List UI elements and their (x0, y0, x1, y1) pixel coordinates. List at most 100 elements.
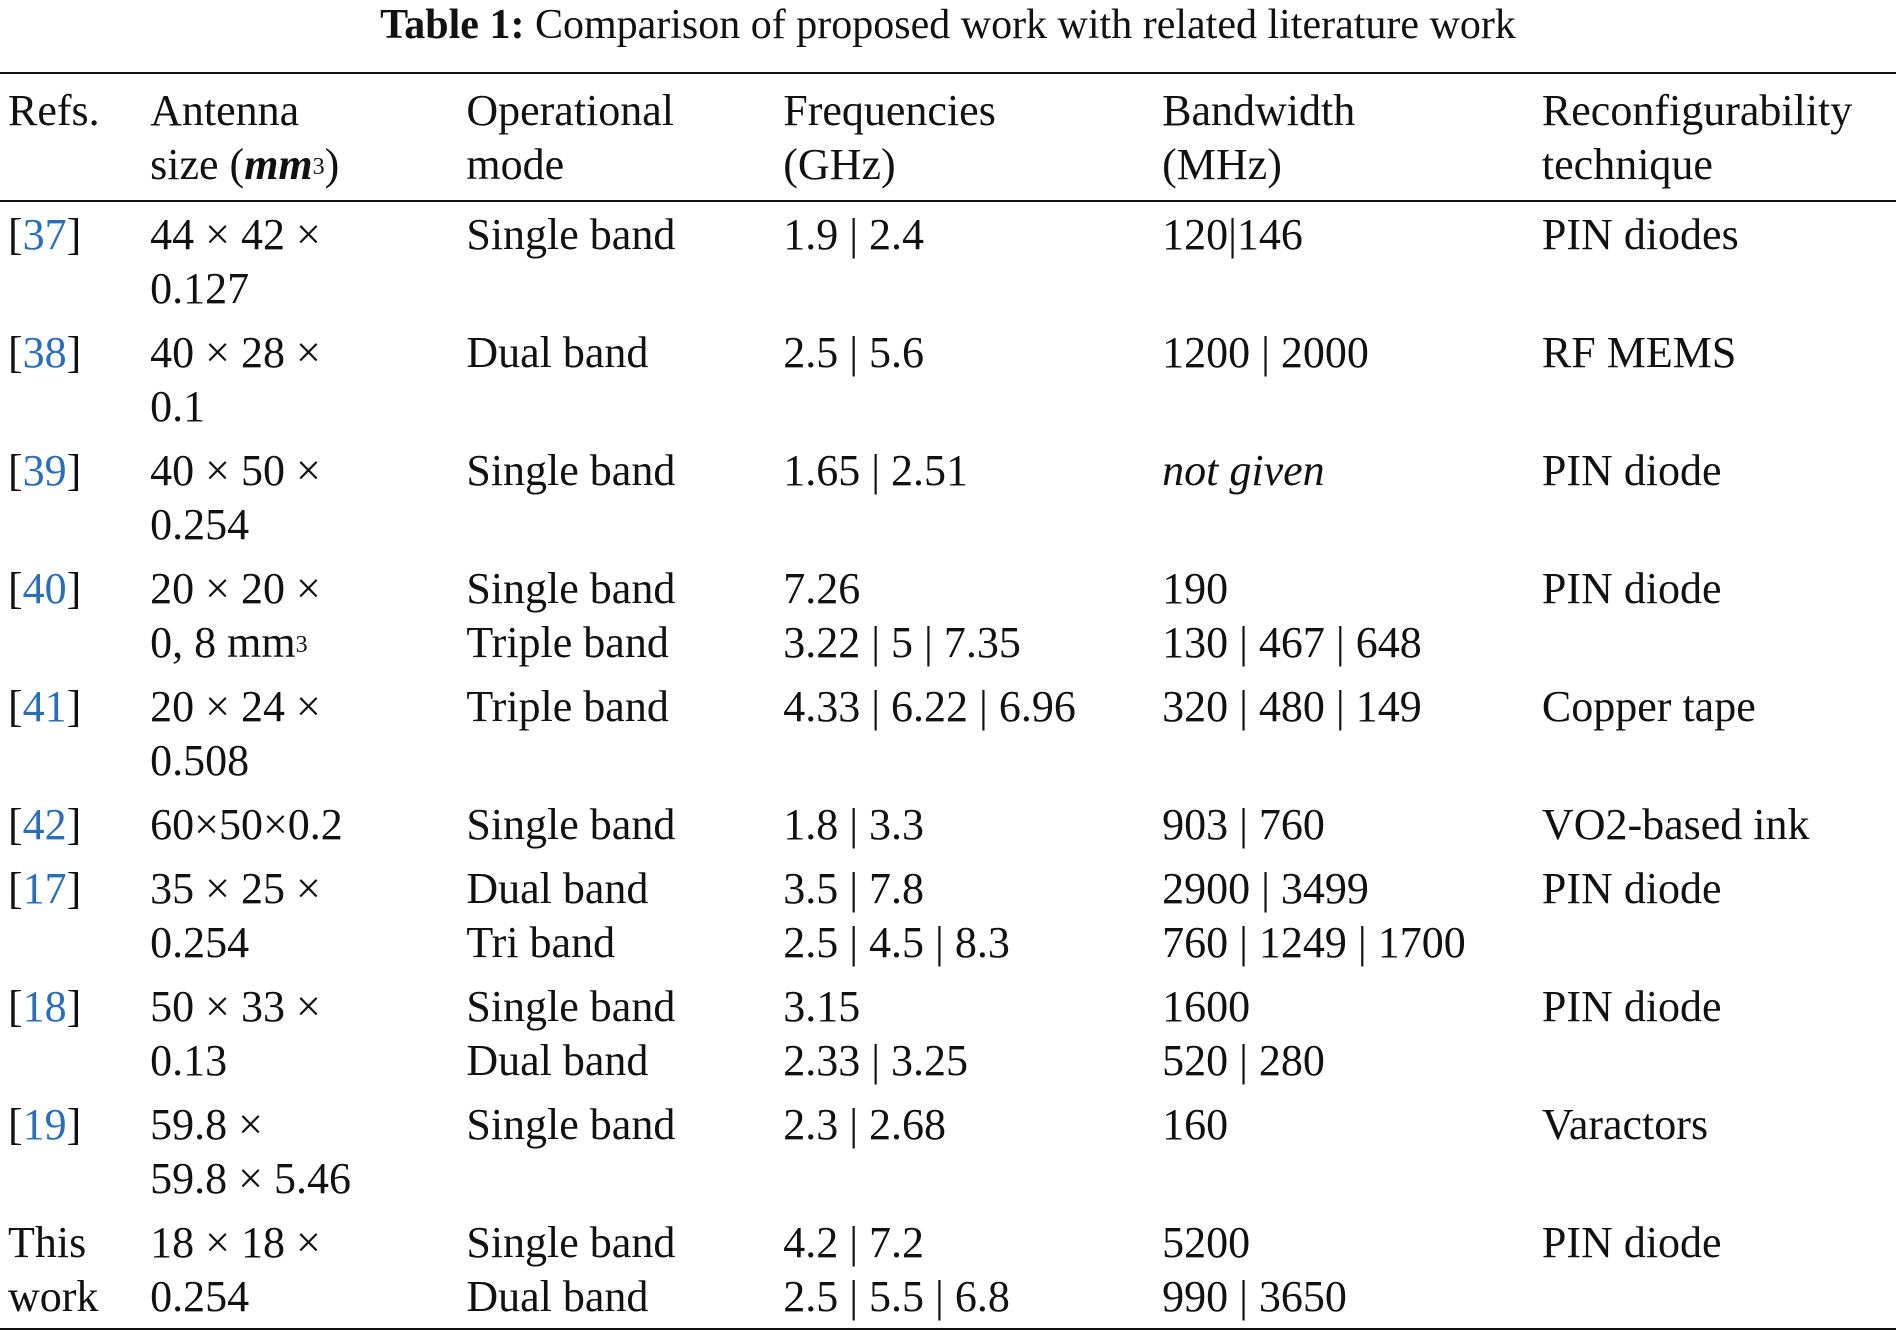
size-line: 0.127 (150, 262, 458, 316)
cell-frequencies: 1.8 | 3.3 (775, 792, 1154, 856)
cell-operational-mode: Single band (458, 1092, 775, 1210)
size-line: 20 × 20 × (150, 562, 458, 616)
cell-frequencies: 2.3 | 2.68 (775, 1092, 1154, 1210)
table-row: [42] 60×50×0.2 Single band 1.8 | 3.3 903 | 7… (0, 792, 1896, 856)
cell-reconfigurability: Copper tape (1534, 674, 1896, 792)
bandwidth-line: 1200 | 2000 (1162, 328, 1369, 377)
header-refs-text: Refs. (8, 86, 100, 135)
table-header-row: Refs. Antenna size (mm3) Operational mod… (0, 73, 1896, 201)
header-size-unit: mm (244, 140, 313, 189)
mode-line: Single band (466, 564, 676, 613)
size-text: 20 × 24 × (150, 682, 321, 731)
table-caption: Table 1: Comparison of proposed work wit… (0, 2, 1896, 48)
reference-link[interactable]: 41 (22, 682, 67, 731)
ref-citation: [18] (8, 982, 82, 1031)
size-line: 0, 8 mm3 (150, 616, 458, 670)
ref-citation: [38] (8, 328, 82, 377)
technique-text: VO2-based ink (1541, 800, 1810, 849)
cell-bandwidth: 190 130 | 467 | 648 (1154, 556, 1534, 674)
header-antenna-size: Antenna size (mm3) (142, 73, 458, 201)
ref-citation: [17] (8, 864, 82, 913)
bandwidth-line: 2900 | 3499 (1162, 864, 1369, 913)
cell-ref: [42] (0, 792, 142, 856)
bandwidth-line: 320 | 480 | 149 (1162, 682, 1422, 731)
size-text: 18 × 18 × (150, 1218, 321, 1267)
size-line: 50 × 33 × (150, 980, 458, 1034)
cell-frequencies: 1.9 | 2.4 (775, 201, 1154, 320)
cell-reconfigurability: Varactors (1534, 1092, 1896, 1210)
cell-antenna-size: 59.8 × 59.8 × 5.46 (142, 1092, 458, 1210)
size-text: 0.13 (150, 1036, 228, 1085)
size-text: 40 × 28 × (150, 328, 321, 377)
frequency-line: 3.5 | 7.8 (783, 864, 925, 913)
table-row: [40] 20 × 20 × 0, 8 mm3 Single band Triple b… (0, 556, 1896, 674)
size-text: 0.508 (150, 736, 250, 785)
frequency-line: 4.33 | 6.22 | 6.96 (783, 682, 1076, 731)
bandwidth-line: 520 | 280 (1162, 1036, 1325, 1085)
cell-ref: This work (0, 1210, 142, 1329)
size-text: 0.254 (150, 918, 250, 967)
mode-line: Single band (466, 982, 676, 1031)
cell-operational-mode: Single band (458, 438, 775, 556)
reference-link[interactable]: 18 (22, 982, 67, 1031)
table-row: [41] 20 × 24 × 0.508 Triple band 4.33 | 6.22… (0, 674, 1896, 792)
cell-frequencies: 7.26 3.22 | 5 | 7.35 (775, 556, 1154, 674)
table-row: [18] 50 × 33 × 0.13 Single band Dual band 3.1… (0, 974, 1896, 1092)
table-row: This work 18 × 18 × 0.254 Single band Dual ba… (0, 1210, 1896, 1329)
cell-reconfigurability: PIN diodes (1534, 201, 1896, 320)
mode-line: Triple band (466, 618, 669, 667)
bandwidth-line: 190 (1162, 564, 1229, 613)
size-line: 59.8 × 5.46 (150, 1152, 458, 1206)
size-line: 59.8 × (150, 1098, 458, 1152)
technique-text: Copper tape (1541, 682, 1756, 731)
size-line: 18 × 18 × (150, 1216, 458, 1270)
table-caption-label: Table 1: (380, 2, 525, 48)
bandwidth-line: 120|146 (1162, 210, 1303, 259)
technique-text: PIN diode (1541, 1218, 1722, 1267)
cell-ref: [41] (0, 674, 142, 792)
reference-link[interactable]: 19 (22, 1100, 67, 1149)
cell-antenna-size: 20 × 24 × 0.508 (142, 674, 458, 792)
ref-citation: [40] (8, 564, 82, 613)
cell-bandwidth: 1200 | 2000 (1154, 320, 1534, 438)
bandwidth-line: 160 (1162, 1100, 1229, 1149)
cell-operational-mode: Single band (458, 792, 775, 856)
mode-line: Triple band (466, 682, 669, 731)
cell-antenna-size: 20 × 20 × 0, 8 mm3 (142, 556, 458, 674)
header-bandwidth: Bandwidth (MHz) (1154, 73, 1534, 201)
size-text: 0.127 (150, 264, 250, 313)
frequency-line: 2.3 | 2.68 (783, 1100, 947, 1149)
cell-bandwidth: 320 | 480 | 149 (1154, 674, 1534, 792)
cell-antenna-size: 40 × 50 × 0.254 (142, 438, 458, 556)
header-refs: Refs. (0, 73, 142, 201)
frequency-line: 2.33 | 3.25 (783, 1036, 969, 1085)
cell-antenna-size: 50 × 33 × 0.13 (142, 974, 458, 1092)
mode-line: Dual band (466, 1036, 649, 1085)
reference-link[interactable]: 39 (22, 446, 67, 495)
cell-operational-mode: Single band Triple band (458, 556, 775, 674)
mode-line: Tri band (466, 918, 616, 967)
reference-link[interactable]: 40 (22, 564, 67, 613)
cell-frequencies: 1.65 | 2.51 (775, 438, 1154, 556)
reference-link[interactable]: 42 (22, 800, 67, 849)
cell-reconfigurability: PIN diode (1534, 556, 1896, 674)
reference-link[interactable]: 37 (22, 210, 67, 259)
cell-bandwidth: 120|146 (1154, 201, 1534, 320)
cell-frequencies: 4.33 | 6.22 | 6.96 (775, 674, 1154, 792)
header-freq-line1: Frequencies (783, 86, 996, 135)
size-line: 44 × 42 × (150, 208, 458, 262)
cell-reconfigurability: PIN diode (1534, 974, 1896, 1092)
cell-bandwidth: not given (1154, 438, 1534, 556)
cell-ref: [17] (0, 856, 142, 974)
mode-line: Dual band (466, 1272, 649, 1321)
cell-antenna-size: 44 × 42 × 0.127 (142, 201, 458, 320)
frequency-line: 4.2 | 7.2 (783, 1218, 925, 1267)
comparison-table: Refs. Antenna size (mm3) Operational mod… (0, 72, 1896, 1330)
frequency-line: 1.65 | 2.51 (783, 446, 969, 495)
reference-link[interactable]: 17 (22, 864, 67, 913)
header-bw-line1: Bandwidth (1162, 86, 1356, 135)
size-line: 40 × 50 × (150, 444, 458, 498)
mode-line: Single band (466, 210, 676, 259)
reference-link[interactable]: 38 (22, 328, 67, 377)
